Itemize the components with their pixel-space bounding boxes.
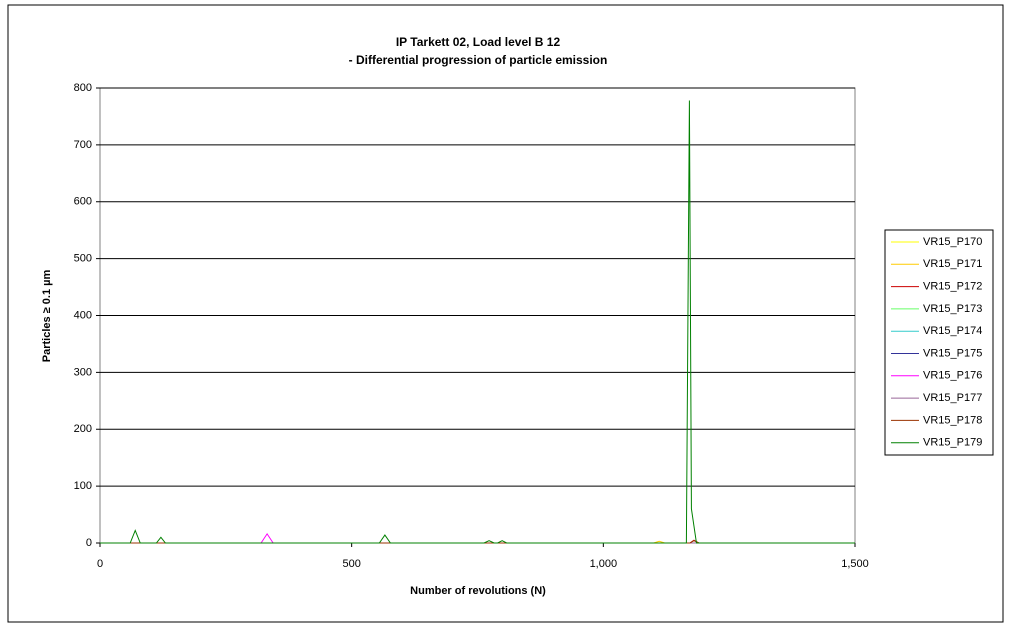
legend-label: VR15_P171 xyxy=(923,258,982,270)
y-tick-label: 0 xyxy=(86,537,92,549)
legend-label: VR15_P173 xyxy=(923,303,982,315)
y-tick-label: 100 xyxy=(74,480,92,492)
x-tick-label: 500 xyxy=(342,558,360,570)
y-tick-label: 600 xyxy=(74,196,92,208)
y-tick-label: 200 xyxy=(74,423,92,435)
chart-subtitle: - Differential progression of particle e… xyxy=(349,53,608,67)
legend-label: VR15_P177 xyxy=(923,392,982,404)
x-tick-label: 1,000 xyxy=(590,558,618,570)
legend-label: VR15_P178 xyxy=(923,414,982,426)
legend-label: VR15_P170 xyxy=(923,236,982,248)
legend xyxy=(884,229,994,456)
legend-label: VR15_P179 xyxy=(923,437,982,449)
legend-label: VR15_P176 xyxy=(923,370,982,382)
series-line xyxy=(100,100,855,544)
x-tick-label: 1,500 xyxy=(841,558,869,570)
y-axis-label: Particles ≥ 0.1 µm xyxy=(41,270,53,363)
y-tick-label: 400 xyxy=(74,309,92,321)
y-tick-label: 300 xyxy=(74,366,92,378)
x-axis-label: Number of revolutions (N) xyxy=(410,585,546,597)
legend-label: VR15_P172 xyxy=(923,281,982,293)
legend-label: VR15_P174 xyxy=(923,325,982,337)
legend-label: VR15_P175 xyxy=(923,347,982,359)
y-tick-label: 700 xyxy=(74,139,92,151)
y-tick-label: 500 xyxy=(74,253,92,265)
y-tick-label: 800 xyxy=(74,82,92,94)
x-tick-label: 0 xyxy=(97,558,103,570)
chart-title: IP Tarkett 02, Load level B 12 xyxy=(396,35,561,49)
